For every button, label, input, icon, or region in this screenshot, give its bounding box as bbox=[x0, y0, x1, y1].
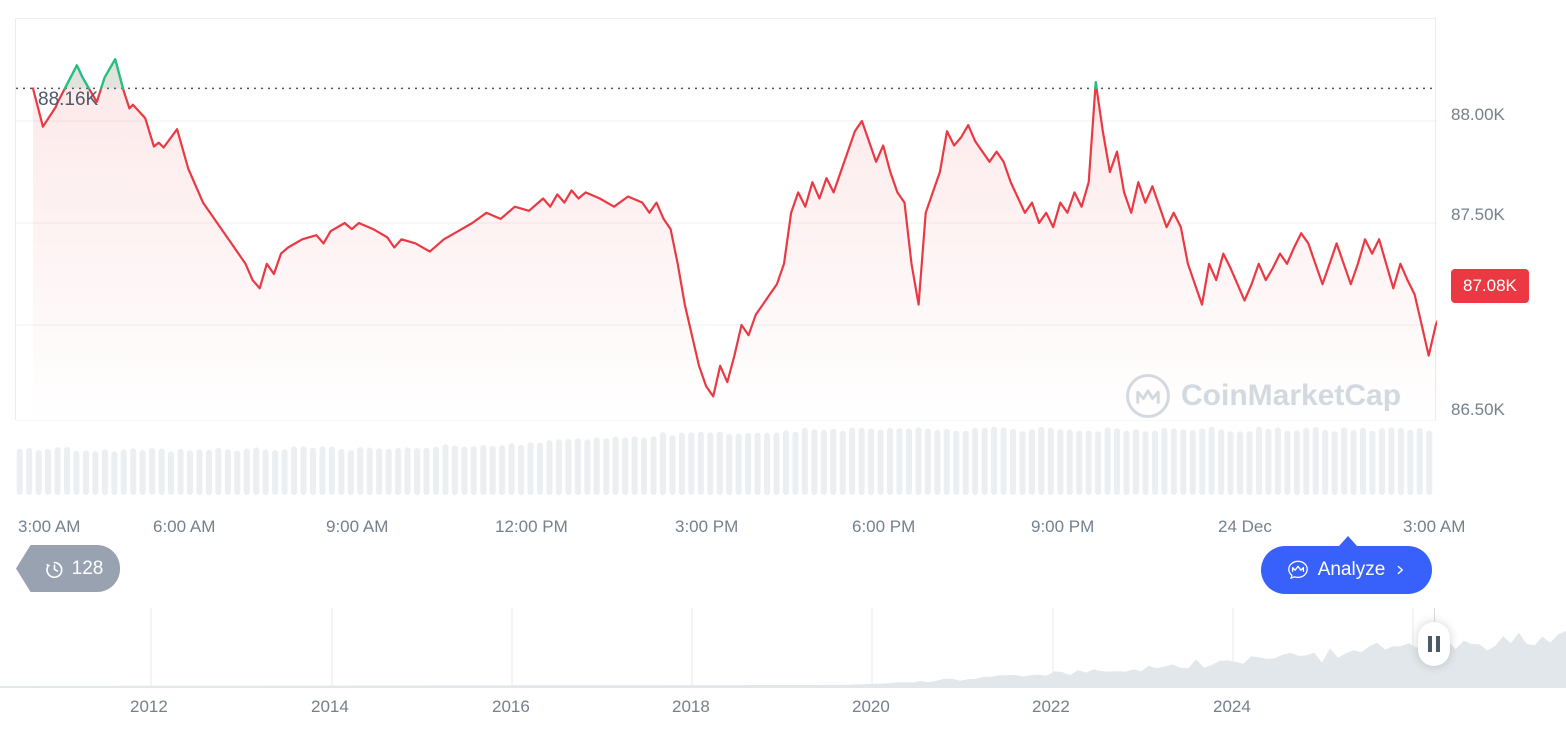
svg-text:88.16K: 88.16K bbox=[38, 89, 99, 110]
